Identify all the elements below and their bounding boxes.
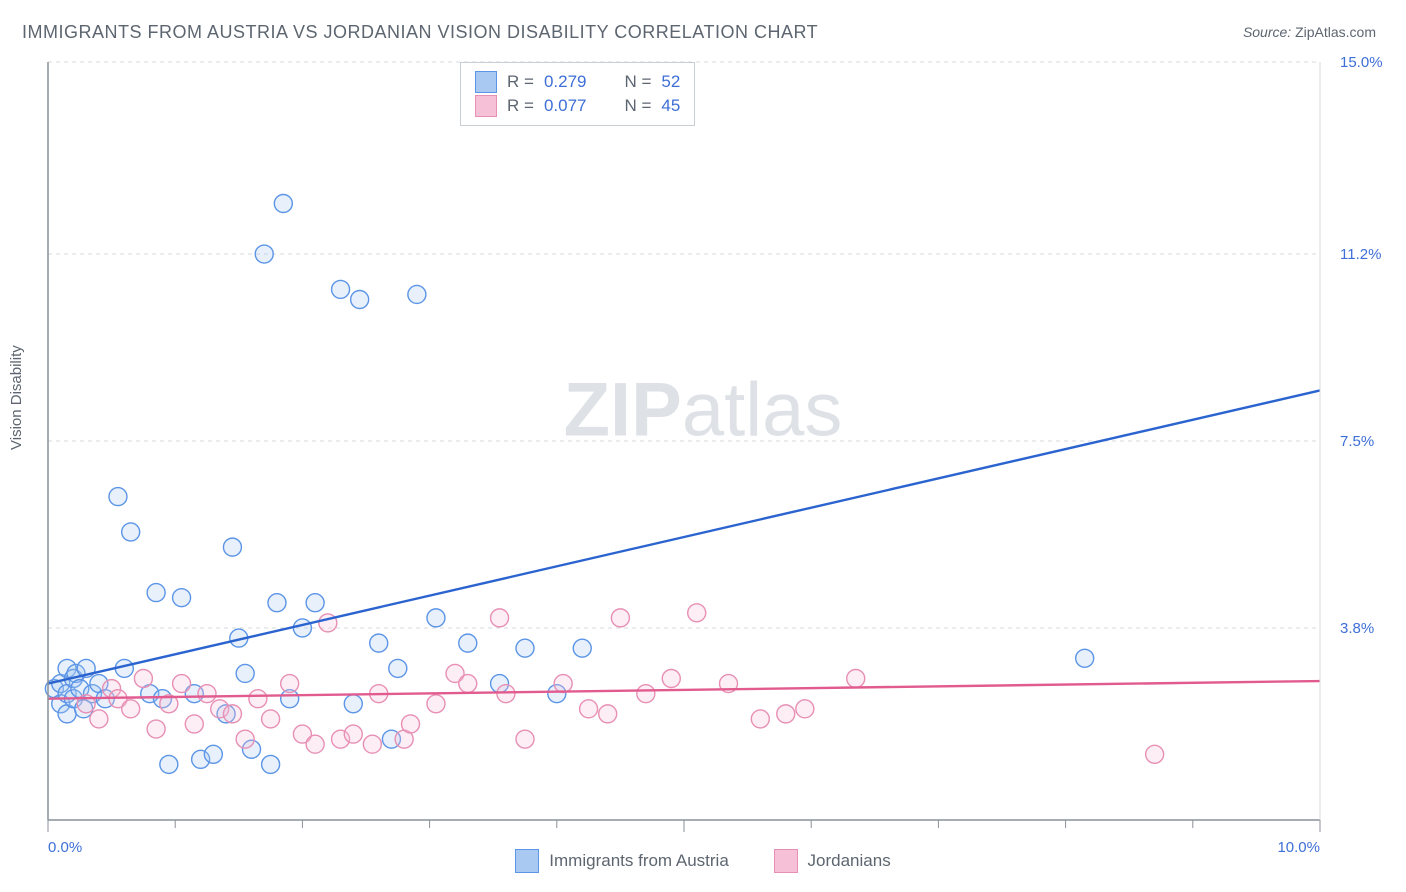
data-point bbox=[599, 705, 617, 723]
stats-legend-row: R = 0.279 N = 52 bbox=[475, 71, 680, 93]
swatch-icon bbox=[774, 849, 798, 873]
data-point bbox=[1076, 649, 1094, 667]
data-point bbox=[262, 755, 280, 773]
data-point bbox=[389, 659, 407, 677]
stats-r-value: 0.077 bbox=[544, 96, 587, 116]
stats-r-value: 0.279 bbox=[544, 72, 587, 92]
data-point bbox=[262, 710, 280, 728]
data-point bbox=[516, 730, 534, 748]
data-point bbox=[573, 639, 591, 657]
svg-text:3.8%: 3.8% bbox=[1340, 620, 1374, 637]
data-point bbox=[427, 609, 445, 627]
data-point bbox=[459, 675, 477, 693]
data-point bbox=[255, 245, 273, 263]
data-point bbox=[306, 735, 324, 753]
data-point bbox=[402, 715, 420, 733]
chart-root: IMMIGRANTS FROM AUSTRIA VS JORDANIAN VIS… bbox=[0, 0, 1406, 892]
data-point bbox=[637, 685, 655, 703]
data-point bbox=[90, 710, 108, 728]
data-point bbox=[497, 685, 515, 703]
data-point bbox=[662, 670, 680, 688]
svg-text:7.5%: 7.5% bbox=[1340, 433, 1374, 450]
data-point bbox=[777, 705, 795, 723]
stats-r-label: R = bbox=[507, 72, 534, 92]
data-point bbox=[370, 634, 388, 652]
series-legend-item: Jordanians bbox=[774, 849, 891, 873]
swatch-icon bbox=[475, 95, 497, 117]
data-point bbox=[332, 280, 350, 298]
data-point bbox=[268, 594, 286, 612]
data-point bbox=[580, 700, 598, 718]
data-point bbox=[688, 604, 706, 622]
data-point bbox=[160, 755, 178, 773]
svg-text:15.0%: 15.0% bbox=[1340, 54, 1383, 71]
regression-line bbox=[48, 681, 1320, 699]
stats-n-label: N = bbox=[624, 72, 651, 92]
swatch-icon bbox=[515, 849, 539, 873]
regression-line bbox=[48, 390, 1320, 683]
data-point bbox=[293, 619, 311, 637]
stats-legend: R = 0.279 N = 52 R = 0.077 N = 45 bbox=[460, 62, 695, 126]
data-point bbox=[198, 685, 216, 703]
data-point bbox=[147, 720, 165, 738]
series-legend: Immigrants from Austria Jordanians bbox=[0, 849, 1406, 878]
data-point bbox=[109, 488, 127, 506]
data-point bbox=[223, 538, 241, 556]
data-point bbox=[281, 675, 299, 693]
data-point bbox=[427, 695, 445, 713]
series-legend-label: Jordanians bbox=[808, 851, 891, 871]
data-point bbox=[122, 700, 140, 718]
data-point bbox=[516, 639, 534, 657]
stats-n-value: 52 bbox=[661, 72, 680, 92]
swatch-icon bbox=[475, 71, 497, 93]
data-point bbox=[306, 594, 324, 612]
data-point bbox=[344, 725, 362, 743]
series-legend-label: Immigrants from Austria bbox=[549, 851, 729, 871]
data-point bbox=[459, 634, 477, 652]
data-point bbox=[134, 670, 152, 688]
data-point bbox=[147, 584, 165, 602]
data-point bbox=[363, 735, 381, 753]
data-point bbox=[236, 730, 254, 748]
stats-n-label: N = bbox=[624, 96, 651, 116]
data-point bbox=[751, 710, 769, 728]
data-point bbox=[173, 589, 191, 607]
stats-r-label: R = bbox=[507, 96, 534, 116]
data-point bbox=[236, 664, 254, 682]
series-legend-item: Immigrants from Austria bbox=[515, 849, 729, 873]
svg-text:11.2%: 11.2% bbox=[1340, 246, 1381, 263]
stats-n-value: 45 bbox=[661, 96, 680, 116]
data-point bbox=[408, 285, 426, 303]
data-point bbox=[344, 695, 362, 713]
data-point bbox=[173, 675, 191, 693]
data-point bbox=[1146, 745, 1164, 763]
data-point bbox=[185, 715, 203, 733]
data-point bbox=[554, 675, 572, 693]
stats-legend-row: R = 0.077 N = 45 bbox=[475, 95, 680, 117]
data-point bbox=[611, 609, 629, 627]
data-point bbox=[491, 609, 509, 627]
data-point bbox=[204, 745, 222, 763]
data-point bbox=[249, 690, 267, 708]
scatter-chart: 3.8%7.5%11.2%15.0%0.0%10.0% bbox=[0, 0, 1406, 892]
data-point bbox=[274, 194, 292, 212]
data-point bbox=[796, 700, 814, 718]
data-point bbox=[122, 523, 140, 541]
data-point bbox=[351, 291, 369, 309]
data-point bbox=[847, 670, 865, 688]
data-point bbox=[223, 705, 241, 723]
